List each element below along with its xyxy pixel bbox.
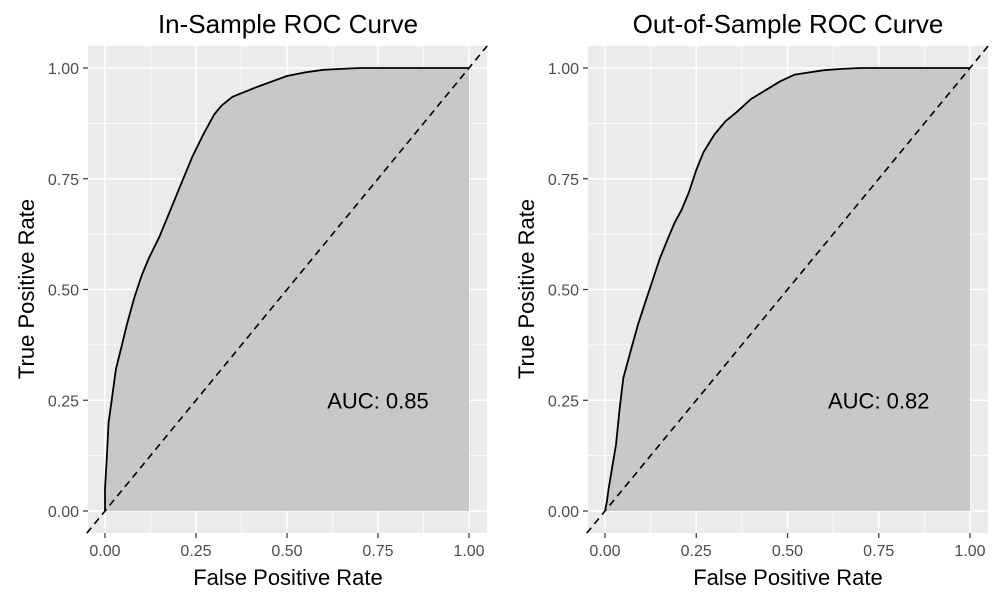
x-tick-label: 0.25 — [180, 543, 211, 560]
y-tick-label: 0.00 — [48, 504, 79, 521]
x-tick-label: 0.25 — [681, 543, 712, 560]
y-tick-labels: 0.00 0.25 0.50 0.75 1.00 — [48, 61, 79, 521]
y-tick-label: 0.50 — [48, 283, 79, 300]
x-tick-label: 0.00 — [589, 543, 620, 560]
x-axis-label: False Positive Rate — [693, 565, 883, 590]
x-tick-label: 0.50 — [772, 543, 803, 560]
y-axis-label: True Positive Rate — [14, 199, 39, 379]
x-tick-label: 0.50 — [271, 543, 302, 560]
x-tick-labels: 0.00 0.25 0.50 0.75 1.00 — [89, 543, 484, 560]
y-tick-label: 1.00 — [548, 61, 579, 78]
y-tick-label: 0.25 — [548, 393, 579, 410]
y-tick-label: 0.75 — [48, 172, 79, 189]
x-axis-label: False Positive Rate — [193, 565, 383, 590]
x-tick-label: 0.00 — [89, 543, 120, 560]
chart-title: Out-of-Sample ROC Curve — [633, 9, 944, 39]
y-tick-label: 0.50 — [548, 283, 579, 300]
y-tick-labels: 0.00 0.25 0.50 0.75 1.00 — [548, 61, 579, 521]
auc-annotation: AUC: 0.82 — [828, 388, 930, 413]
out-of-sample-panel: 0.00 0.25 0.50 0.75 1.00 0.00 0.25 0.50 … — [514, 9, 988, 590]
y-tick-label: 0.00 — [548, 504, 579, 521]
y-axis-label: True Positive Rate — [514, 199, 539, 379]
auc-annotation: AUC: 0.85 — [327, 388, 429, 413]
in-sample-panel: 0.00 0.25 0.50 0.75 1.00 0.00 0.25 0.50 … — [14, 9, 487, 590]
x-tick-label: 0.75 — [362, 543, 393, 560]
x-tick-labels: 0.00 0.25 0.50 0.75 1.00 — [589, 543, 985, 560]
x-tick-label: 0.75 — [863, 543, 894, 560]
x-tick-label: 1.00 — [453, 543, 484, 560]
chart-title: In-Sample ROC Curve — [158, 9, 418, 39]
x-tick-label: 1.00 — [954, 543, 985, 560]
y-tick-label: 0.75 — [548, 172, 579, 189]
y-tick-label: 1.00 — [48, 61, 79, 78]
y-tick-label: 0.25 — [48, 393, 79, 410]
